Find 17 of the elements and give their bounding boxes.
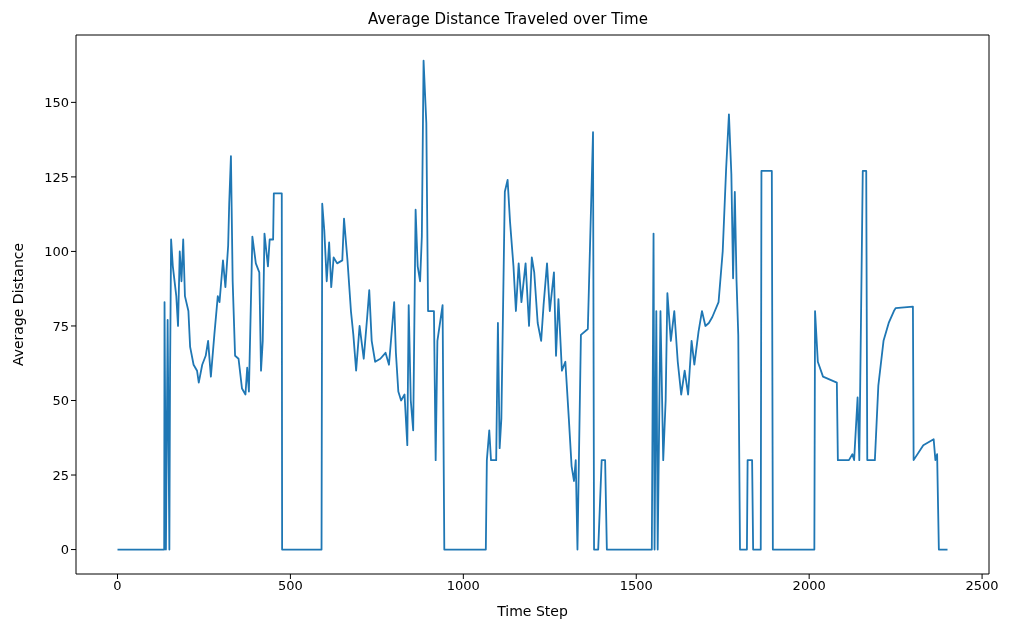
y-axis-title: Average Distance — [9, 242, 26, 367]
y-tick-label: 25 — [52, 467, 69, 483]
y-tick-label: 100 — [44, 244, 69, 260]
y-tick-label: 75 — [52, 318, 69, 334]
x-tick-label: 1500 — [619, 578, 653, 594]
x-tick-label: 2500 — [965, 578, 999, 594]
y-tick-label: 150 — [44, 94, 69, 110]
x-axis-title: Time Step — [496, 603, 568, 619]
x-tick-label: 0 — [113, 578, 122, 594]
line-series — [116, 59, 949, 551]
y-tick-label: 125 — [44, 169, 69, 185]
chart-title: Average Distance Traveled over Time — [367, 9, 649, 30]
x-tick-label: 2000 — [792, 578, 826, 594]
x-tick-label: 1000 — [446, 578, 480, 594]
x-tick-label: 500 — [278, 578, 303, 594]
y-tick-label: 0 — [60, 542, 69, 558]
y-tick-label: 50 — [52, 393, 69, 409]
